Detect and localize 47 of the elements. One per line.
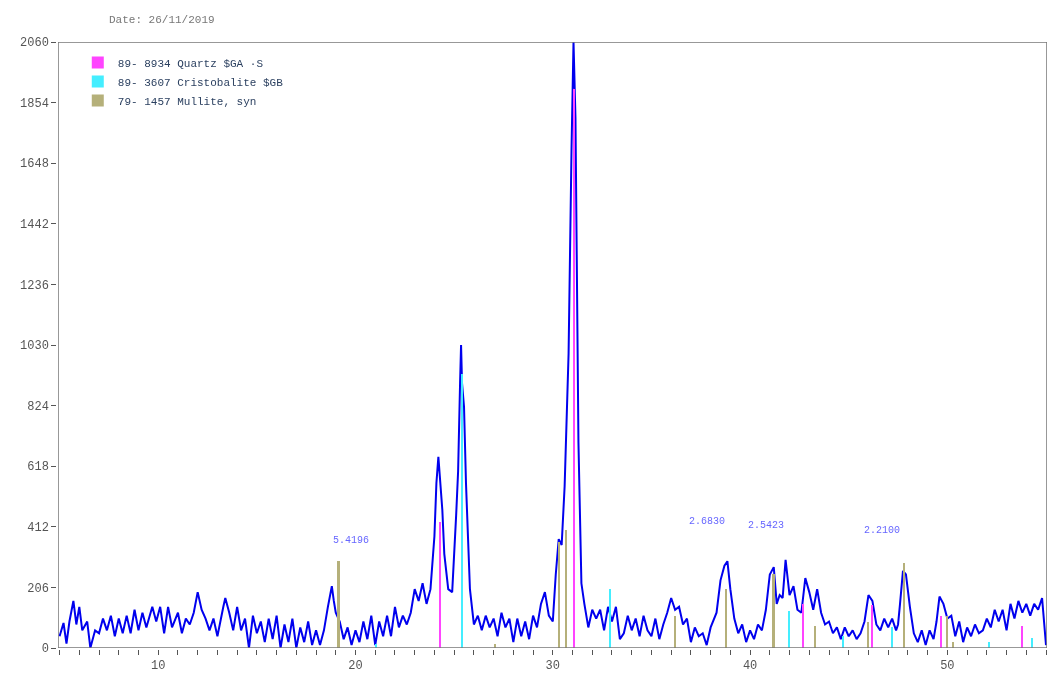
- y-tick-label: 0: [41, 642, 49, 657]
- x-tick-label: 50: [940, 659, 955, 674]
- bar: [891, 627, 893, 648]
- bar: [674, 616, 676, 648]
- y-tick-label: 1030: [20, 339, 49, 354]
- bar: [1021, 626, 1023, 648]
- bar: [946, 616, 948, 648]
- y-tick-label: 1854: [20, 96, 49, 111]
- bar: [940, 616, 942, 648]
- legend-label: 79- 1457 Mullite, syn: [117, 95, 257, 108]
- bar: [814, 626, 816, 648]
- bar: [725, 589, 727, 648]
- y-tick-label: 1442: [20, 218, 49, 232]
- annotation: 2.5423: [748, 520, 785, 531]
- bar: [772, 574, 775, 648]
- x-tick-label: 40: [742, 659, 758, 674]
- x-tick-label: 30: [545, 659, 560, 674]
- legend-label: 89- 3607 Cristobalite $GB: [117, 76, 284, 89]
- y-tick-label: 412: [27, 521, 49, 535]
- bar: [558, 542, 560, 648]
- bar: [573, 89, 575, 648]
- line-series: [58, 42, 1047, 648]
- bar: [788, 611, 790, 648]
- bar: [871, 605, 873, 648]
- annotation: 2.2100: [864, 525, 901, 536]
- y-tick-label: 1236: [20, 278, 49, 293]
- x-tick-label: 20: [348, 659, 363, 674]
- bar: [802, 604, 804, 648]
- bar: [337, 561, 340, 648]
- bar: [867, 622, 869, 648]
- y-tick-label: 2060: [20, 36, 49, 51]
- y-tick-label: 824: [27, 399, 49, 414]
- bar: [461, 374, 463, 648]
- bar: [609, 589, 611, 648]
- y-tick-label: 618: [27, 460, 49, 475]
- legend-label: 89- 8934 Quartz $GA ·S: [117, 57, 264, 70]
- bar: [439, 522, 441, 648]
- bar: [903, 563, 905, 648]
- y-tick-label: 206: [27, 581, 49, 596]
- y-tick-label: 1648: [20, 157, 49, 172]
- bar: [842, 636, 844, 648]
- annotation: 2.6830: [689, 516, 726, 527]
- bar: [565, 530, 567, 648]
- bar: [1031, 638, 1033, 648]
- x-tick-label: 10: [151, 659, 166, 674]
- annotation: 5.4196: [333, 535, 370, 546]
- text: Date: 26/11/2019: [109, 14, 215, 26]
